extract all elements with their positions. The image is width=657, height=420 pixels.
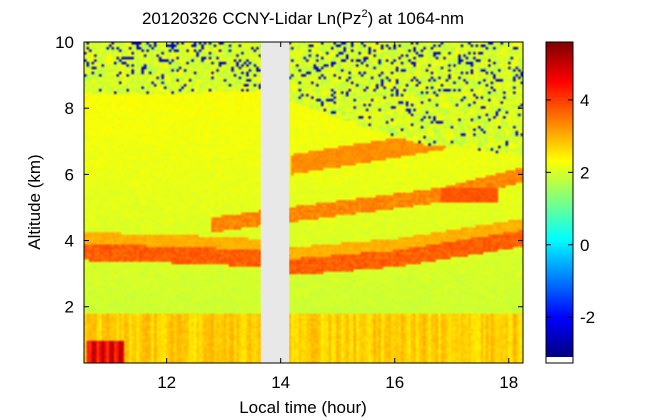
x-tick-label: 16: [385, 373, 404, 392]
x-tick-label: 12: [157, 373, 176, 392]
y-tick-label: 2: [65, 298, 74, 317]
colorbar-tick-label: 0: [580, 236, 589, 255]
y-tick-label: 4: [65, 232, 74, 251]
x-tick-label: 14: [271, 373, 290, 392]
y-axis: 2 4 6 8 10: [55, 33, 523, 317]
heatmap-plot-area: [84, 42, 523, 363]
data-gap-band: [260, 42, 290, 363]
plot-frame: [83, 41, 524, 364]
colorbar-frame: [545, 41, 574, 364]
colorbar-gradient: [546, 42, 573, 357]
colorbar-tick-label: 2: [580, 163, 589, 182]
y-axis-label: Altitude (km): [25, 154, 44, 249]
x-tick-label: 18: [499, 373, 518, 392]
y-tick-label: 10: [55, 33, 74, 52]
x-axis-label: Local time (hour): [239, 398, 367, 417]
colorbar-tick-label: -2: [580, 308, 595, 327]
colorbar-bottom-extension: [546, 357, 573, 363]
chart-title: 20120326 CCNY-Lidar Ln(Pz2) at 1064-nm: [142, 8, 464, 28]
colorbar-ticks: 4 2 0 -2: [546, 91, 595, 327]
title-superscript: 2: [362, 8, 368, 20]
y-tick-label: 8: [65, 99, 74, 118]
x-axis: 12 14 16 18: [157, 42, 518, 392]
backscatter-heatmap: [84, 42, 523, 363]
colorbar: 4 2 0 -2: [545, 41, 595, 364]
colorbar-tick-label: 4: [580, 91, 589, 110]
y-tick-label: 6: [65, 165, 74, 184]
